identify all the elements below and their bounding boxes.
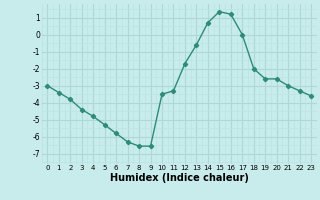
X-axis label: Humidex (Indice chaleur): Humidex (Indice chaleur) <box>110 173 249 183</box>
